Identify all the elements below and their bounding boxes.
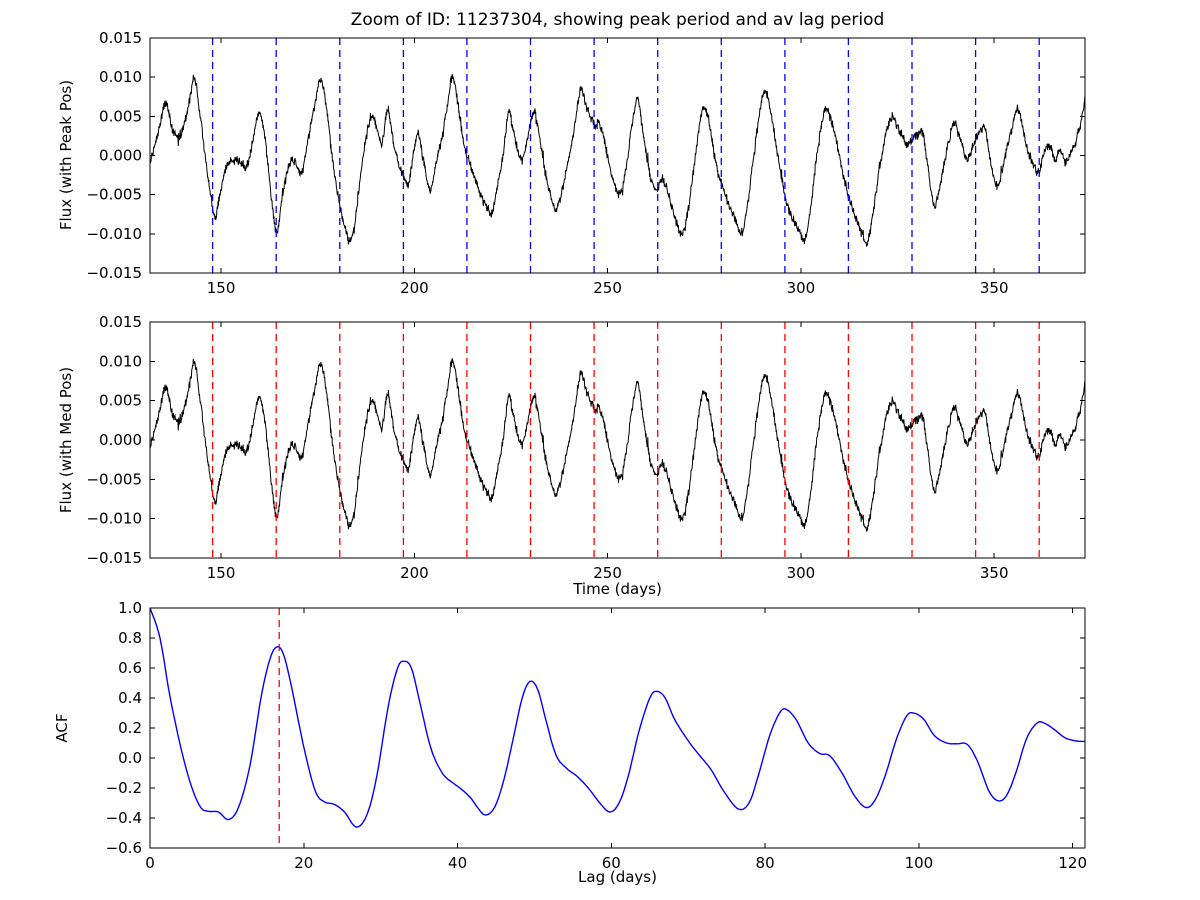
x-tick-label: 200 (400, 564, 429, 582)
x-tick-label: 40 (448, 854, 467, 872)
y-tick-label: −0.005 (86, 186, 142, 204)
x-tick-label: 300 (787, 279, 816, 297)
y-tick-label: 0.2 (118, 719, 142, 737)
y-tick-label: −0.2 (106, 779, 142, 797)
y-tick-label: 0.000 (99, 431, 142, 449)
x-tick-label: 150 (207, 279, 236, 297)
x-tick-label: 0 (145, 854, 155, 872)
x-tick-label: 300 (787, 564, 816, 582)
y-tick-label: −0.005 (86, 470, 142, 488)
acf-panel: 0 20 40 60 80 100 120 1.0 0.8 0.6 0.4 0.2 0.0 −0.2 −0.… (106, 599, 1087, 872)
y-tick-label: −0.015 (86, 264, 142, 282)
flux-peak-panel: 150 200 250 300 350 0.015 0.010 0.005 0.000 −0.00… (86, 29, 1086, 297)
y-tick-label: −0.010 (86, 510, 142, 528)
y-tick-label: 0.8 (118, 629, 142, 647)
y-tick-label: 0.010 (99, 352, 142, 370)
figure-title: Zoom of ID: 11237304, showing peak perio… (350, 10, 885, 30)
x-tick-label: 150 (207, 564, 236, 582)
x-tick-label: 20 (294, 854, 313, 872)
x-tick-label: 350 (980, 564, 1009, 582)
x-tick-label: 100 (905, 854, 934, 872)
x-tick-label: 250 (593, 564, 622, 582)
ylabel-flux-peak: Flux (with Peak Pos) (57, 79, 75, 231)
y-tick-label: −0.015 (86, 549, 142, 567)
ylabel-flux-med: Flux (with Med Pos) (57, 366, 75, 514)
flux-curve (150, 74, 1085, 247)
x-tick-label: 350 (980, 279, 1009, 297)
y-tick-label: 1.0 (118, 599, 142, 617)
y-tick-label: 0.015 (99, 313, 142, 331)
y-tick-label: 0.005 (99, 392, 142, 410)
axes-frame (149, 37, 1086, 274)
x-tick-label: 250 (593, 279, 622, 297)
y-tick-label: 0.0 (118, 749, 142, 767)
xlabel-lag: Lag (days) (578, 868, 657, 886)
axes-frame (149, 321, 1086, 559)
ylabel-acf: ACF (53, 713, 71, 743)
x-tick-label: 80 (756, 854, 775, 872)
y-tick-label: 0.015 (99, 29, 142, 47)
y-tick-label: −0.4 (106, 809, 142, 827)
acf-curve (150, 608, 1085, 828)
xlabel-time: Time (days) (573, 580, 662, 598)
y-tick-label: −0.6 (106, 839, 142, 857)
flux-med-panel: 150 200 250 300 350 0.015 0.010 0.005 0.000 −0.00… (86, 313, 1086, 582)
y-tick-label: 0.005 (99, 107, 142, 125)
x-tick-label: 200 (400, 279, 429, 297)
y-tick-label: 0.010 (99, 68, 142, 86)
y-tick-label: 0.000 (99, 147, 142, 165)
x-tick-label: 60 (602, 854, 621, 872)
y-tick-label: 0.6 (118, 659, 142, 677)
y-tick-label: 0.4 (118, 689, 142, 707)
x-tick-label: 120 (1058, 854, 1087, 872)
y-tick-label: −0.010 (86, 225, 142, 243)
flux-curve (150, 358, 1085, 532)
axes-frame (149, 607, 1086, 849)
